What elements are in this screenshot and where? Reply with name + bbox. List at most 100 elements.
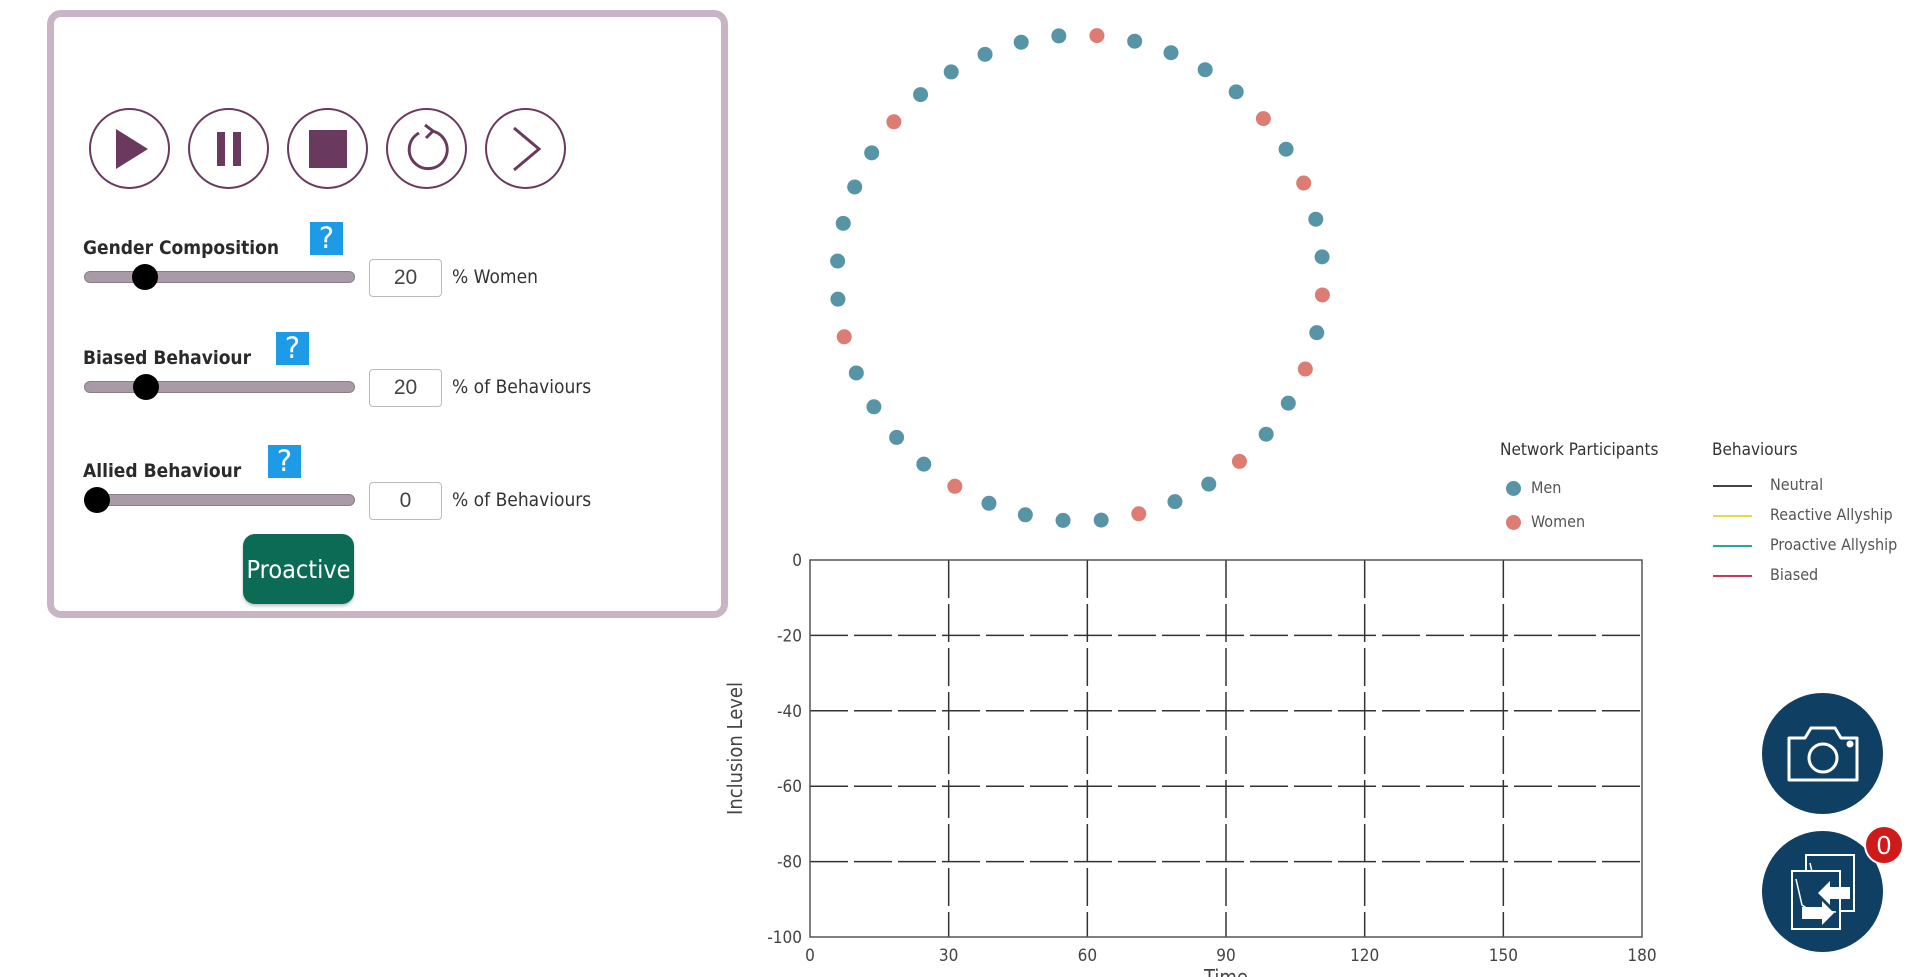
camera-button[interactable] [1762,693,1883,814]
biased-value-input[interactable] [369,369,442,407]
participant-man [1280,395,1296,411]
y-tick-label: -40 [777,702,802,722]
x-tick-label: 180 [1627,946,1656,966]
allied-behaviour-slider[interactable] [84,487,355,513]
pause-button[interactable] [188,108,269,189]
inclusion-chart: 0 30 60 90 120 150 180 0-20-40-60-80-100 Time … [723,551,1657,977]
y-tick-label: -80 [777,853,802,873]
x-tick-label: 150 [1489,946,1518,966]
y-axis-title: Inclusion Level [723,682,747,815]
participant-man [913,87,929,103]
stop-button[interactable] [287,108,368,189]
allied-help-icon[interactable]: ? [268,445,301,478]
gender-help-icon[interactable]: ? [310,222,343,255]
play-button[interactable] [89,108,170,189]
compare-runs-button[interactable] [1762,831,1883,952]
biased-help-icon[interactable]: ? [276,332,309,365]
legend-biased-line [1713,575,1752,577]
x-tick-label: 120 [1350,946,1379,966]
legend-reactive-line [1713,515,1752,517]
allied-value-input[interactable] [369,482,442,520]
legend-women-dot [1506,515,1521,530]
y-tick-label: -100 [767,928,802,948]
proactive-button[interactable]: Proactive [243,534,354,604]
participant-man [1258,426,1274,442]
participant-man [847,179,863,195]
play-icon [115,128,148,169]
participant-man [1093,512,1109,528]
biased-unit-label: % of Behaviours [452,376,592,398]
participant-man [916,456,932,472]
participant-man [1309,325,1325,341]
participant-man [835,215,851,231]
participant-woman [1297,361,1313,377]
participant-man [943,64,959,80]
y-tick-label: -20 [777,626,802,646]
participant-woman [1131,506,1147,522]
chart-grid [810,560,1642,937]
allied-slider-thumb[interactable] [84,487,110,513]
participant-man [830,253,846,269]
x-tick-label: 0 [805,946,815,966]
participant-man [889,429,905,445]
participant-man [1197,62,1213,78]
y-axis: 0 -20 -40 -60 -80 -100 [767,551,802,948]
participant-man [1314,249,1330,265]
participant-woman [1314,287,1330,303]
gender-value-input[interactable] [369,259,442,297]
participant-woman [1231,453,1247,469]
compare-runs-icon [1790,853,1855,930]
participant-man [848,365,864,381]
camera-icon [1787,726,1858,781]
gender-composition-slider[interactable] [84,264,355,290]
legend-proactive-line [1713,545,1752,547]
pause-icon [216,131,241,166]
x-axis: 0 30 60 90 120 150 180 [805,946,1656,966]
participant-man [830,291,846,307]
biased-slider-thumb[interactable] [133,374,159,400]
gender-slider-thumb[interactable] [132,264,158,290]
x-tick-label: 30 [939,946,958,966]
legend-neutral-line [1713,485,1752,487]
biased-behaviour-slider[interactable] [84,374,355,400]
legend-neutral-label: Neutral [1770,475,1824,494]
participant-man [1278,141,1294,157]
legend-women-label: Women [1531,512,1586,531]
gender-unit-label: % Women [452,266,538,288]
participant-man [977,46,993,62]
participant-woman [836,329,852,345]
participant-man [1055,512,1071,528]
legend-reactive-label: Reactive Allyship [1770,505,1893,524]
participant-woman [1255,111,1271,127]
compare-count-badge: 0 [1864,825,1904,865]
participant-man [1201,476,1217,492]
step-button[interactable] [485,108,566,189]
control-panel: Gender Composition ? % Women Biased Beha… [47,10,728,618]
participant-woman [947,478,963,494]
biased-behaviour-label: Biased Behaviour [83,347,252,369]
legend-proactive-label: Proactive Allyship [1770,535,1898,554]
x-axis-title: Time [1203,965,1248,977]
stop-icon [308,129,347,168]
participant-man [1051,28,1067,44]
participant-man [1127,33,1143,49]
participant-woman [1089,28,1105,44]
participant-man [1013,34,1029,50]
x-tick-label: 60 [1078,946,1097,966]
participant-man [981,495,997,511]
network-graph [830,28,1330,528]
legend-men-label: Men [1531,478,1562,497]
participant-man [866,399,882,415]
reset-icon [407,123,449,170]
participant-man [1163,45,1179,61]
gender-composition-label: Gender Composition [83,237,280,259]
participants-legend-title: Network Participants [1500,440,1659,460]
y-tick-label: -60 [777,777,802,797]
plot-frame [809,559,1643,938]
behaviours-legend-title: Behaviours [1712,440,1798,460]
y-tick-label: 0 [792,551,802,571]
legend-men-dot [1506,481,1521,496]
allied-behaviour-label: Allied Behaviour [83,460,242,482]
reset-button[interactable] [386,108,467,189]
participant-woman [1296,175,1312,191]
